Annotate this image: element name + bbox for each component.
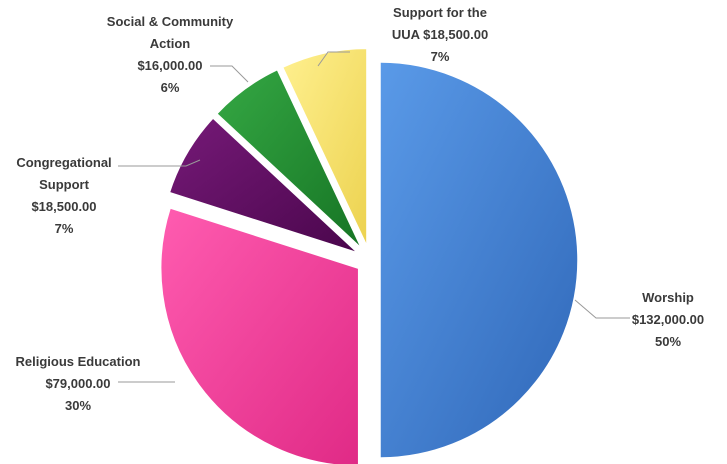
pie-slice-social-community-action: [215, 68, 363, 250]
slice-label: Congregational Support $18,500.00 7%: [16, 155, 111, 236]
pie-slice-congregational-support: [168, 116, 359, 254]
pie-slice-worship: [379, 61, 579, 459]
slice-label: Support for the UUA $18,500.00 7%: [392, 5, 488, 64]
leader-line: [574, 299, 630, 319]
pie-slice-support-for-the-uua: [281, 47, 368, 247]
slice-label: Worship $132,000.00 50%: [632, 290, 704, 349]
slice-label: Social & Community Action $16,000.00 6%: [107, 14, 234, 95]
pie-slice-religious-education: [159, 207, 360, 464]
slice-label: Religious Education $79,000.00 30%: [16, 354, 141, 413]
leader-line: [317, 51, 350, 67]
leader-line: [118, 159, 201, 167]
leader-line: [210, 65, 249, 83]
